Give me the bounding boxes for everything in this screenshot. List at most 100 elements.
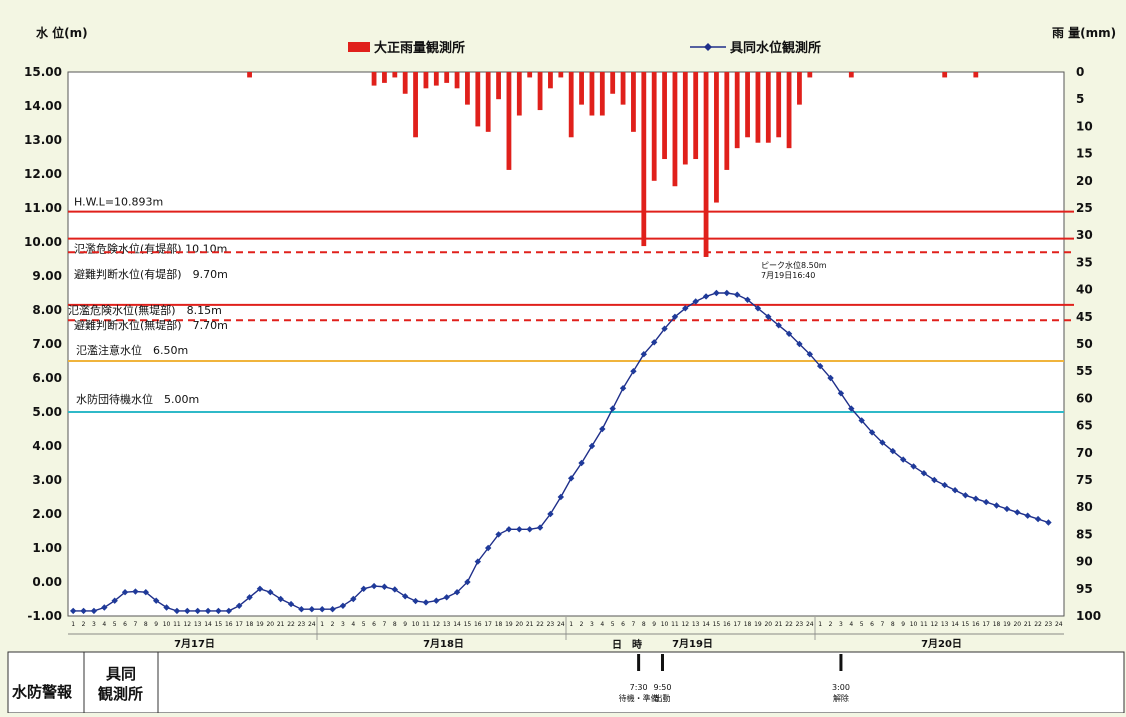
water-level-point: [173, 607, 181, 615]
hour-tick-label: 4: [849, 621, 853, 628]
rain-bar: [402, 72, 408, 94]
hour-tick-label: 21: [775, 621, 783, 628]
hour-tick-label: 18: [246, 621, 254, 628]
event-marker: [637, 654, 641, 671]
rain-bar: [485, 72, 491, 132]
left-tick-label: 6.00: [32, 371, 62, 385]
left-tick-label: 4.00: [32, 439, 62, 453]
hour-tick-label: 9: [901, 621, 905, 628]
hour-tick-label: 7: [632, 621, 636, 628]
hour-tick-label: 24: [806, 621, 814, 628]
water-level-point: [650, 339, 658, 346]
left-tick-label: 12.00: [24, 167, 62, 181]
water-level-point: [132, 588, 139, 595]
rain-bar: [620, 72, 626, 105]
hour-tick-label: 22: [536, 621, 544, 628]
right-tick-label: 55: [1076, 364, 1093, 378]
water-level-point: [163, 604, 170, 611]
rain-bar: [579, 72, 584, 105]
rain-bar: [589, 72, 595, 116]
hour-tick-label: 3: [590, 621, 594, 628]
hour-tick-label: 17: [235, 621, 243, 628]
water-level-point: [796, 340, 803, 348]
hour-tick-label: 4: [102, 621, 106, 628]
hour-tick-label: 2: [580, 621, 584, 628]
hour-tick-label: 1: [320, 621, 324, 628]
right-tick-label: 65: [1076, 419, 1093, 433]
water-level-point: [661, 325, 668, 332]
rain-bar: [797, 72, 802, 105]
rainfall-bars: [247, 72, 979, 257]
event-label: 待機・準備: [619, 693, 659, 703]
water-level-point: [381, 583, 388, 590]
water-level-point: [401, 593, 409, 600]
rain-bar: [516, 72, 522, 116]
hour-tick-label: 11: [671, 621, 679, 628]
right-tick-label: 35: [1076, 255, 1093, 269]
event-label: 解除: [833, 693, 849, 703]
water-level-point: [962, 492, 969, 499]
legend-swatch-rain: [348, 42, 370, 52]
rain-bar: [848, 72, 854, 78]
right-tick-label: 60: [1076, 391, 1093, 405]
water-level-point: [972, 495, 980, 502]
water-level-point: [630, 368, 637, 375]
water-level-point: [889, 447, 897, 455]
hour-tick-label: 4: [600, 621, 604, 628]
water-level-point: [422, 599, 430, 606]
hour-tick-label: 12: [432, 621, 440, 628]
water-level-point: [339, 602, 347, 609]
left-tick-label: 13.00: [24, 133, 62, 147]
water-level-point: [547, 510, 554, 518]
left-tick-label: 15.00: [24, 65, 62, 79]
hour-tick-label: 16: [474, 621, 482, 628]
legend-marker: [704, 43, 712, 51]
hour-tick-label: 21: [1024, 621, 1032, 628]
hour-tick-label: 22: [1034, 621, 1042, 628]
hour-tick-label: 23: [1045, 621, 1053, 628]
hour-tick-label: 18: [744, 621, 752, 628]
hour-tick-label: 17: [733, 621, 741, 628]
hour-tick-label: 16: [225, 621, 233, 628]
rain-bar: [247, 72, 252, 78]
hour-tick-label: 20: [1013, 621, 1021, 628]
water-level-point: [1024, 512, 1031, 519]
rain-bar: [527, 72, 533, 78]
hour-tick-label: 23: [796, 621, 804, 628]
event-time: 9:50: [654, 683, 672, 692]
hour-tick-label: 6: [123, 621, 127, 628]
hour-tick-label: 19: [505, 621, 513, 628]
hour-tick-label: 12: [183, 621, 191, 628]
hour-tick-label: 5: [113, 621, 117, 628]
left-tick-label: 14.00: [24, 99, 62, 113]
water-level-point: [277, 595, 284, 603]
water-level-point: [941, 481, 948, 489]
hour-tick-label: 13: [443, 621, 451, 628]
right-tick-label: 90: [1076, 555, 1093, 569]
water-level-point: [816, 362, 824, 370]
rain-bar: [734, 72, 740, 149]
left-tick-label: 8.00: [32, 303, 62, 317]
hour-tick-label: 14: [951, 621, 959, 628]
water-level-point: [1003, 505, 1011, 513]
hour-tick-label: 1: [569, 621, 573, 628]
event-label: 出動: [654, 693, 670, 703]
event-marker: [660, 654, 664, 671]
rain-bar: [631, 72, 636, 132]
water-level-point: [951, 487, 959, 494]
hour-tick-label: 21: [526, 621, 534, 628]
rain-bar: [693, 72, 699, 160]
hour-tick-label: 19: [256, 621, 264, 628]
hour-tick-label: 14: [702, 621, 710, 628]
hour-tick-label: 17: [982, 621, 990, 628]
water-level-point: [993, 502, 1000, 509]
threshold-label: 避難判断水位(有堤部) 9.70m: [74, 267, 228, 281]
rain-bar: [506, 72, 512, 170]
hour-tick-label: 3: [341, 621, 345, 628]
water-level-point: [1045, 519, 1052, 526]
hour-tick-label: 15: [215, 621, 223, 628]
peak-annotation-line1: ピーク水位8.50m: [761, 260, 827, 270]
hour-tick-label: 1: [71, 621, 75, 628]
day-label: 7月17日: [174, 638, 215, 650]
